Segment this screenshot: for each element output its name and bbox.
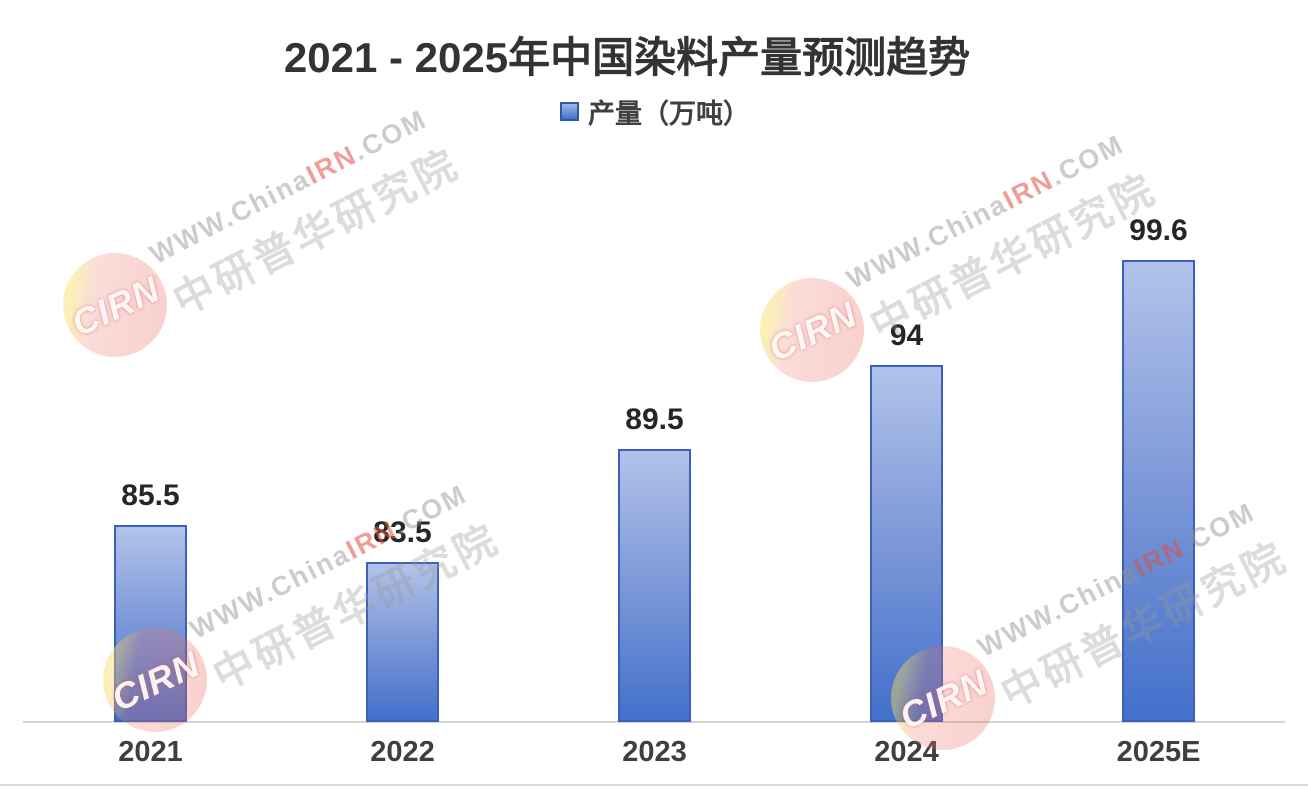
x-axis-label: 2025E — [1116, 736, 1201, 768]
bar-value-label: 85.5 — [121, 479, 180, 512]
bottom-border-line — [0, 784, 1308, 786]
chart-title: 2021 - 2025年中国染料产量预测趋势 — [283, 34, 971, 81]
bar-value-label: 83.5 — [373, 516, 432, 549]
x-axis-label: 2022 — [370, 736, 435, 768]
bar — [618, 449, 691, 722]
bar-value-label: 94 — [889, 319, 924, 352]
bar — [114, 525, 187, 722]
bar — [870, 365, 943, 722]
legend: 产量（万吨） — [560, 92, 750, 131]
legend-marker-icon — [560, 102, 579, 121]
bar — [1122, 260, 1195, 722]
legend-label: 产量（万吨） — [588, 99, 750, 129]
bar-value-label: 89.5 — [625, 403, 684, 436]
x-axis-label: 2021 — [118, 736, 183, 768]
bar-value-label: 99.6 — [1129, 214, 1188, 247]
bar — [366, 562, 439, 722]
x-axis-label: 2023 — [622, 736, 687, 768]
x-axis-label: 2024 — [874, 736, 939, 768]
x-axis-line — [23, 721, 1285, 723]
